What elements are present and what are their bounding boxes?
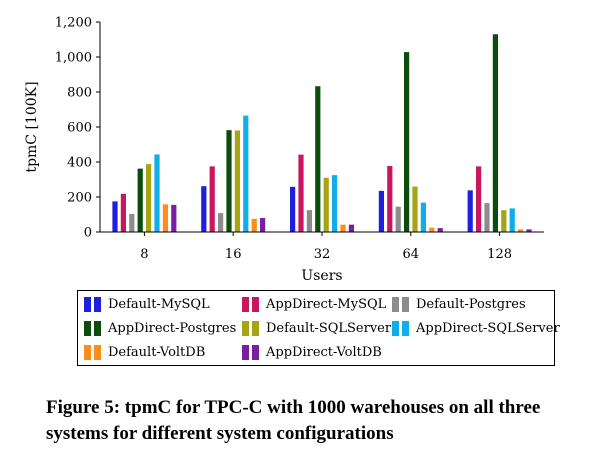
bar-default-mysql-64 [378, 190, 384, 232]
x-tick-label: 16 [225, 247, 242, 262]
legend-swatch [84, 345, 104, 360]
bar-default-sqlserver-8 [146, 164, 152, 232]
legend-label: Default-Postgres [416, 297, 526, 312]
legend-item-appdirect-mysql: AppDirect-MySQL [242, 297, 386, 312]
bar-default-sqlserver-128 [501, 210, 507, 232]
legend-swatch [392, 297, 412, 312]
bar-default-postgres-16 [218, 213, 224, 232]
bar-appdirect-voltdb-16 [260, 218, 266, 232]
bar-default-mysql-8 [112, 201, 118, 232]
legend-label: Default-SQLServer [266, 321, 392, 336]
legend-swatch [242, 321, 262, 336]
x-tick-label: 8 [140, 247, 148, 262]
legend-item-default-voltdb: Default-VoltDB [84, 345, 205, 360]
bar-chart: 0 200 400 600 800 1,000 1,200 8 16 32 64 128 tpmC [… [24, 16, 544, 284]
legend-label: Default-VoltDB [108, 345, 206, 360]
bar-appdirect-mysql-64 [387, 166, 393, 232]
legend-label: AppDirect-VoltDB [266, 345, 382, 360]
figure-caption: Figure 5: tpmC for TPC-C with 1000 wareh… [46, 397, 541, 444]
legend-label: AppDirect-MySQL [266, 297, 387, 312]
x-tick-label: 128 [487, 247, 512, 262]
bar-default-postgres-8 [129, 213, 135, 232]
bar-default-mysql-128 [467, 190, 473, 232]
legend-label: AppDirect-SQLServer [416, 321, 560, 336]
legend-label: Default-MySQL [108, 297, 210, 312]
bar-appdirect-mysql-32 [298, 154, 304, 232]
legend: Default-MySQL AppDirect-MySQL Default-Post… [77, 290, 560, 366]
x-axis-label: Users [301, 268, 342, 284]
bar-default-voltdb-64 [429, 227, 435, 232]
bar-appdirect-postgres-8 [137, 168, 143, 232]
bar-default-mysql-32 [290, 186, 296, 232]
bar-default-postgres-32 [306, 210, 312, 232]
bar-appdirect-sqlserver-64 [420, 202, 426, 232]
legend-swatch [84, 297, 104, 312]
bar-default-postgres-64 [395, 206, 401, 232]
y-tick-label: 600 [67, 121, 92, 136]
bar-appdirect-postgres-16 [226, 130, 232, 232]
bar-default-voltdb-128 [518, 229, 524, 232]
x-tick-label: 64 [403, 247, 420, 262]
bar-appdirect-sqlserver-16 [243, 115, 249, 232]
bar-default-voltdb-16 [251, 218, 257, 232]
plot-area: 0 200 400 600 800 1,000 1,200 8 16 32 64 128 [55, 16, 544, 262]
y-tick-label: 0 [84, 226, 92, 241]
bar-default-sqlserver-64 [412, 186, 418, 232]
bar-appdirect-postgres-32 [315, 86, 321, 232]
y-axis-label: tpmC [100K] [24, 81, 40, 172]
legend-swatch [242, 297, 262, 312]
legend-item-default-mysql: Default-MySQL [84, 297, 210, 312]
legend-item-appdirect-voltdb: AppDirect-VoltDB [242, 345, 382, 360]
bar-default-voltdb-8 [162, 204, 168, 232]
y-tick-label: 400 [67, 156, 92, 171]
bar-appdirect-voltdb-32 [348, 224, 354, 232]
bar-default-mysql-16 [201, 186, 207, 232]
bar-default-postgres-128 [484, 203, 490, 232]
legend-swatch [84, 321, 104, 336]
bar-appdirect-mysql-128 [476, 166, 482, 232]
bar-default-voltdb-32 [340, 224, 346, 232]
bar-appdirect-postgres-128 [492, 34, 498, 232]
legend-item-default-postgres: Default-Postgres [392, 297, 526, 312]
bar-appdirect-sqlserver-128 [509, 208, 515, 232]
y-tick-label: 1,000 [55, 51, 92, 66]
y-tick-label: 1,200 [55, 16, 92, 31]
bar-default-sqlserver-16 [234, 130, 240, 232]
bar-appdirect-voltdb-128 [526, 229, 532, 232]
x-tick-label: 32 [314, 247, 331, 262]
legend-label: AppDirect-Postgres [108, 321, 237, 336]
y-tick-label: 200 [67, 191, 92, 206]
bar-appdirect-sqlserver-8 [154, 154, 160, 232]
legend-swatch [392, 321, 412, 336]
y-tick-label: 800 [67, 86, 92, 101]
legend-item-appdirect-sqlserver: AppDirect-SQLServer [392, 321, 560, 336]
bar-appdirect-voltdb-8 [171, 204, 177, 232]
bar-appdirect-voltdb-64 [437, 228, 443, 232]
bar-appdirect-postgres-64 [404, 52, 410, 232]
bar-appdirect-mysql-8 [120, 193, 126, 232]
legend-item-default-sqlserver: Default-SQLServer [242, 321, 391, 336]
bar-appdirect-mysql-16 [209, 166, 215, 232]
legend-swatch [242, 345, 262, 360]
bar-default-sqlserver-32 [323, 177, 329, 232]
bar-appdirect-sqlserver-32 [332, 175, 338, 232]
legend-item-appdirect-postgres: AppDirect-Postgres [84, 321, 236, 336]
